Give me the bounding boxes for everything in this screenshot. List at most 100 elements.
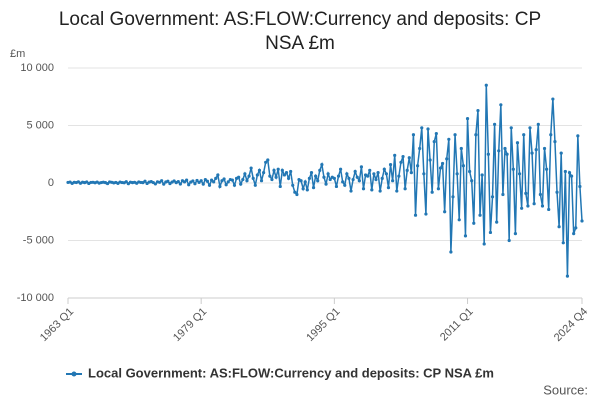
point: [572, 232, 576, 236]
point: [255, 173, 259, 177]
y-tick-label: -5 000: [23, 234, 54, 246]
point: [207, 183, 212, 187]
point: [309, 171, 314, 175]
point: [334, 184, 339, 189]
point: [555, 190, 559, 194]
point: [291, 183, 295, 187]
x-tick-label: 1979 Q1: [171, 306, 209, 344]
point: [526, 204, 530, 208]
point: [563, 169, 567, 174]
point: [451, 195, 455, 199]
point: [547, 207, 551, 212]
point: [270, 177, 274, 182]
chart-title: Local Government: AS:FLOW:Currency and d…: [58, 9, 542, 54]
point: [549, 133, 553, 137]
point: [430, 190, 434, 194]
point: [505, 152, 509, 156]
point: [230, 178, 234, 182]
point: [534, 148, 538, 152]
point: [222, 177, 226, 181]
point: [289, 169, 293, 174]
point: [517, 172, 522, 176]
point: [407, 156, 411, 160]
point: [380, 176, 384, 180]
point: [160, 179, 164, 183]
point: [580, 219, 584, 223]
point: [320, 163, 324, 167]
point: [545, 167, 549, 171]
point: [143, 179, 147, 183]
point: [409, 171, 413, 175]
point: [224, 183, 228, 187]
point: [528, 126, 532, 130]
y-tick-label: 0: [48, 177, 54, 189]
y-unit: £m: [10, 48, 25, 60]
point: [176, 180, 180, 184]
point: [569, 174, 574, 178]
point: [245, 179, 249, 183]
point: [490, 195, 495, 199]
point: [424, 212, 428, 216]
point: [214, 176, 218, 180]
point: [295, 192, 299, 197]
point: [284, 171, 289, 175]
point: [305, 188, 309, 192]
point: [405, 168, 409, 172]
point: [465, 117, 470, 121]
point: [226, 180, 230, 184]
x-tick-label: 1995 Q1: [304, 306, 342, 344]
legend-label: Local Government: AS:FLOW:Currency and d…: [88, 365, 494, 380]
y-tick-label: -10 000: [17, 292, 54, 304]
point: [440, 161, 445, 166]
point: [459, 146, 463, 151]
point: [326, 172, 330, 176]
point: [361, 187, 366, 191]
point: [413, 213, 418, 217]
point: [453, 133, 457, 137]
point: [351, 177, 355, 182]
point: [472, 221, 476, 225]
legend-marker: [71, 371, 77, 377]
point: [166, 179, 170, 183]
point: [561, 241, 565, 245]
point: [426, 127, 430, 131]
point: [343, 183, 347, 187]
point: [428, 158, 432, 162]
point: [530, 151, 534, 155]
point: [278, 184, 282, 189]
point: [522, 133, 526, 137]
point: [443, 210, 447, 214]
point: [303, 180, 307, 184]
point: [259, 179, 264, 183]
point: [178, 182, 182, 186]
point: [386, 186, 391, 190]
point: [470, 179, 474, 183]
point: [359, 165, 364, 169]
point: [201, 182, 205, 186]
point: [264, 160, 268, 164]
point: [276, 167, 280, 171]
point: [366, 174, 370, 178]
point: [551, 97, 555, 101]
point: [372, 172, 376, 176]
point: [187, 183, 191, 187]
point: [503, 146, 507, 151]
point: [559, 151, 563, 155]
point: [420, 126, 424, 130]
point: [268, 174, 272, 178]
point: [345, 172, 349, 176]
point: [322, 175, 326, 179]
point: [393, 153, 397, 157]
point: [314, 174, 318, 178]
point: [495, 220, 499, 224]
point: [339, 167, 343, 171]
point: [434, 131, 438, 136]
point: [299, 179, 303, 183]
point: [436, 187, 441, 191]
point: [492, 122, 497, 126]
point: [324, 182, 328, 186]
point: [457, 218, 461, 222]
point: [266, 158, 270, 162]
point: [391, 179, 395, 183]
